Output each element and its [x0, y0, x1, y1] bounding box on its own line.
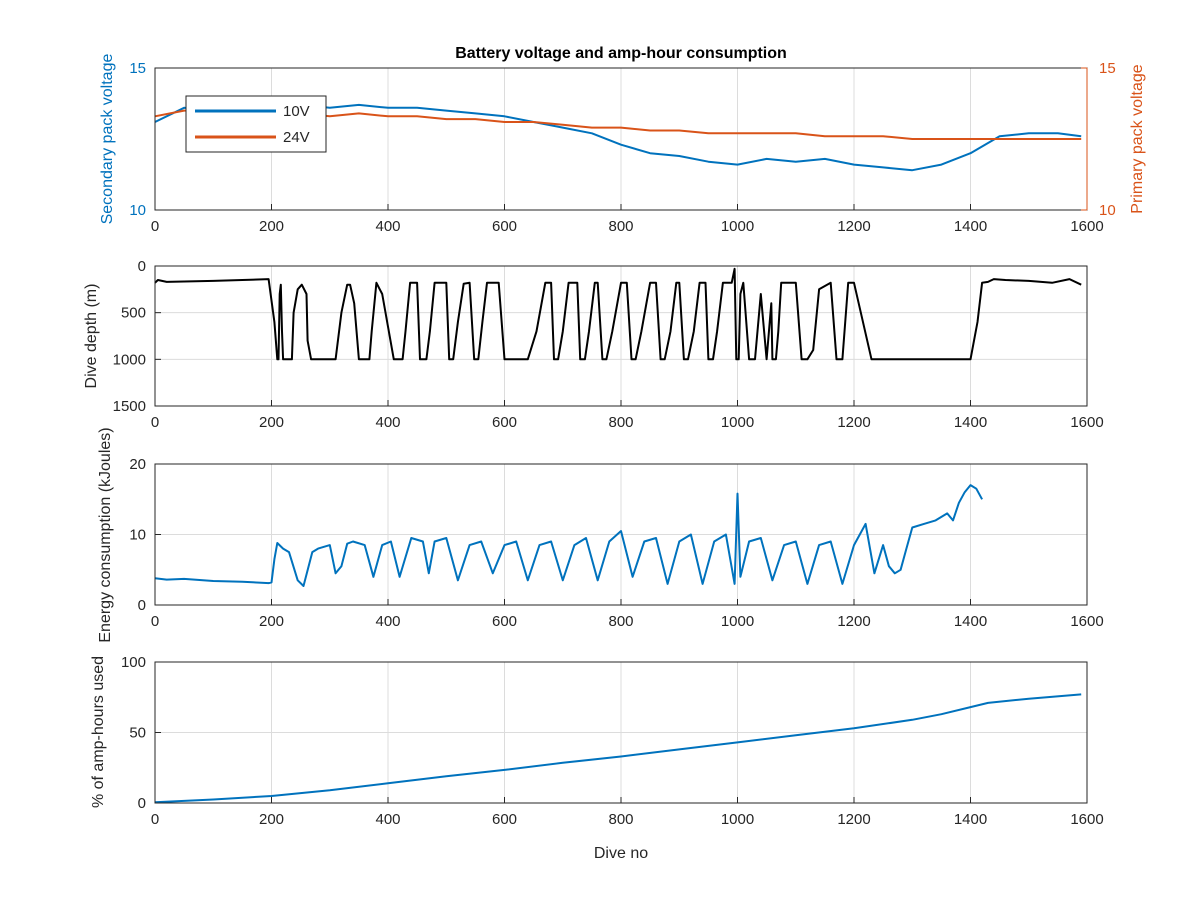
y-tick-label: 50: [129, 725, 146, 742]
x-tick-label: 1000: [721, 414, 754, 431]
x-tick-label: 1000: [721, 218, 754, 235]
x-tick-label: 0: [151, 613, 159, 630]
x-tick-label: 1200: [837, 613, 870, 630]
legend: 10V 24V: [185, 95, 327, 153]
x-tick-label: 1600: [1070, 414, 1103, 431]
x-tick-label: 1200: [837, 414, 870, 431]
y-axis-label: Energy consumption (kJoules): [97, 427, 114, 642]
legend-label-24v: 24V: [283, 129, 310, 146]
y-tick-label: 0: [138, 795, 146, 812]
x-tick-label: 200: [259, 613, 284, 630]
x-tick-label: 200: [259, 218, 284, 235]
x-tick-label: 1600: [1070, 218, 1103, 235]
x-tick-label: 800: [608, 613, 633, 630]
y-tick-label: 15: [129, 60, 146, 77]
y-tick-label: 500: [121, 305, 146, 322]
x-axis-label: Dive no: [594, 845, 648, 862]
y-tick-label: 20: [129, 456, 146, 473]
panel-energy: 0 200 400 600 800 1000 1200 1400 1600 0 10 20 Energ…: [97, 427, 1104, 642]
y-tick-label: 0: [138, 258, 146, 275]
y-tick-label: 100: [121, 654, 146, 671]
y-axis-label-left: Secondary pack voltage: [99, 54, 116, 225]
x-tick-label: 1200: [837, 811, 870, 828]
x-tick-label: 400: [375, 414, 400, 431]
x-tick-label: 1400: [954, 218, 987, 235]
series-line-0: [154, 267, 1082, 361]
x-tick-label: 0: [151, 218, 159, 235]
legend-label-10v: 10V: [283, 103, 310, 120]
panel-depth: 0 200 400 600 800 1000 1200 1400 1600 0 500 1000 150…: [83, 258, 1104, 431]
x-tick-label: 1600: [1070, 613, 1103, 630]
x-tick-label: 1200: [837, 218, 870, 235]
x-tick-label: 400: [375, 613, 400, 630]
x-tick-label: 400: [375, 811, 400, 828]
x-tick-label: 1400: [954, 613, 987, 630]
y-right-tick-label: 15: [1099, 60, 1116, 77]
y-axis-label-right: Primary pack voltage: [1129, 64, 1146, 213]
y-axis-label: Dive depth (m): [83, 284, 100, 389]
x-tick-label: 800: [608, 414, 633, 431]
x-tick-label: 1400: [954, 811, 987, 828]
x-tick-label: 200: [259, 414, 284, 431]
x-tick-label: 600: [492, 613, 517, 630]
panel-amp-hours: 0 200 400 600 800 1000 1200 1400 1600 0 50 100 % of…: [90, 654, 1104, 862]
x-tick-label: 800: [608, 811, 633, 828]
x-tick-label: 1400: [954, 414, 987, 431]
x-tick-label: 600: [492, 218, 517, 235]
x-tick-label: 1000: [721, 811, 754, 828]
x-tick-label: 1600: [1070, 811, 1103, 828]
y-tick-label: 10: [129, 527, 146, 544]
x-tick-label: 600: [492, 414, 517, 431]
x-tick-label: 0: [151, 414, 159, 431]
chart-title: Battery voltage and amp-hour consumption: [455, 45, 787, 62]
x-tick-label: 400: [375, 218, 400, 235]
x-tick-label: 600: [492, 811, 517, 828]
y-tick-label: 10: [129, 202, 146, 219]
y-axis-label: % of amp-hours used: [90, 656, 107, 808]
x-tick-label: 200: [259, 811, 284, 828]
y-right-tick-label: 10: [1099, 202, 1116, 219]
series-line-0: [154, 693, 1082, 804]
x-tick-label: 800: [608, 218, 633, 235]
series-line-0: [154, 484, 983, 587]
y-tick-label: 1500: [113, 398, 146, 415]
y-tick-label: 1000: [113, 351, 146, 368]
x-tick-label: 0: [151, 811, 159, 828]
x-tick-label: 1000: [721, 613, 754, 630]
y-tick-label: 0: [138, 597, 146, 614]
